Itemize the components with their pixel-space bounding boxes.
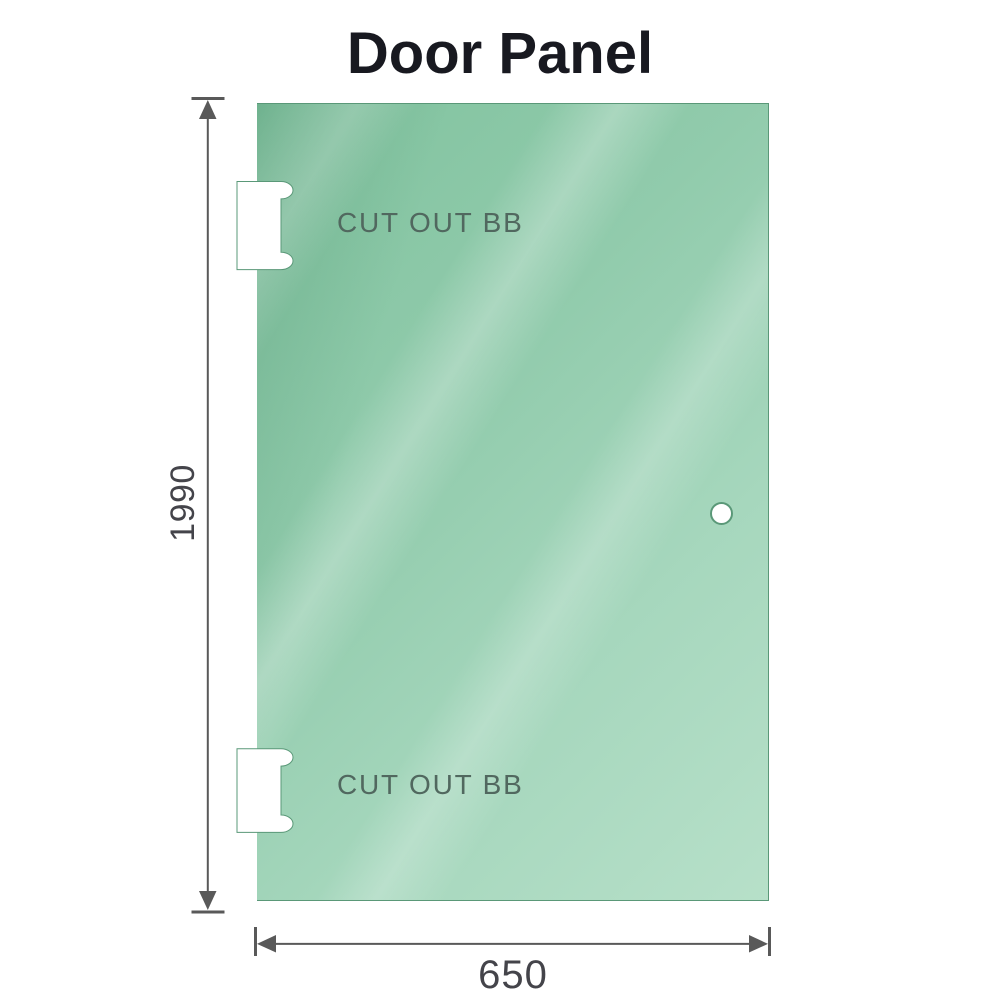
svg-text:1990: 1990 — [164, 464, 202, 542]
